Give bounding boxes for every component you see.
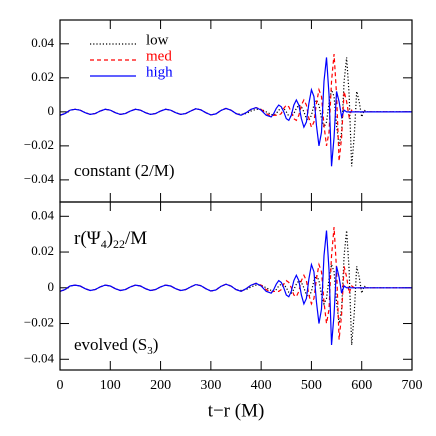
subscript: 3 xyxy=(147,345,153,357)
x-tick-label: 0 xyxy=(57,378,64,393)
y-tick-label: 0.02 xyxy=(31,69,54,84)
x-tick-label: 400 xyxy=(251,378,272,393)
y-tick-label: −0.04 xyxy=(24,171,55,186)
y-tick-label: 0.04 xyxy=(31,207,54,222)
series-line xyxy=(59,57,412,167)
annotation-part: ) xyxy=(153,335,159,354)
plot-frame xyxy=(59,201,413,371)
annotation-part: ) xyxy=(107,228,113,249)
x-axis-label: t−r (M) xyxy=(208,400,265,421)
annotation-part: /M xyxy=(125,228,147,249)
annotation: r(Ψ4)22/M xyxy=(74,228,147,250)
annotation: constant (2/M) xyxy=(74,161,175,180)
annotation-part: evolved (S xyxy=(74,335,147,354)
series-line xyxy=(59,230,412,346)
y-tick-label: 0.04 xyxy=(31,35,54,50)
y-tick-label: −0.02 xyxy=(24,137,54,152)
x-tick-label: 200 xyxy=(150,378,171,393)
x-tick-label: 100 xyxy=(100,378,121,393)
legend-label: med xyxy=(146,48,172,64)
annotation: evolved (S3) xyxy=(74,335,158,357)
x-tick-label: 600 xyxy=(351,378,372,393)
subscript: 22 xyxy=(113,237,125,251)
series-line xyxy=(59,53,412,162)
y-tick-label: −0.04 xyxy=(24,350,55,365)
y-tick-label: −0.02 xyxy=(24,315,54,330)
y-tick-label: 0 xyxy=(48,103,55,118)
subscript: 4 xyxy=(101,237,107,251)
y-tick-label: 0 xyxy=(48,279,55,294)
x-tick-label: 500 xyxy=(301,378,322,393)
legend-label: low xyxy=(146,32,169,48)
annotation-part: r(Ψ xyxy=(74,228,101,249)
x-tick-label: 300 xyxy=(200,378,221,393)
x-tick-label: 700 xyxy=(402,378,423,393)
y-tick-label: 0.02 xyxy=(31,243,54,258)
legend-label: high xyxy=(146,64,173,80)
